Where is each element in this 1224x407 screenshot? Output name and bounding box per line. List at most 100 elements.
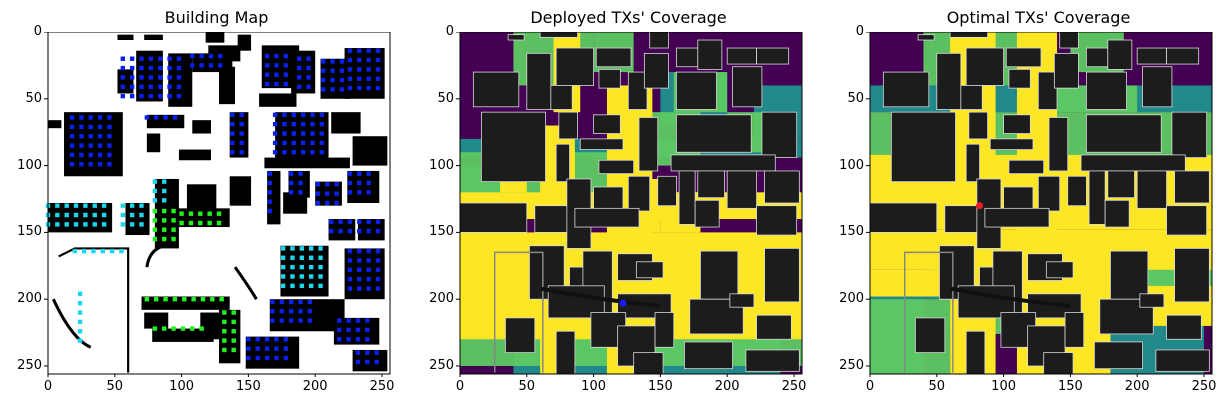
y-tick-label: 250 xyxy=(429,357,454,373)
panel-title: Deployed TXs' Coverage xyxy=(530,8,727,27)
building xyxy=(915,317,946,354)
building xyxy=(1086,71,1127,110)
building-map-plot xyxy=(44,32,391,377)
optimal-coverage-plot xyxy=(866,32,1213,377)
marker-dot xyxy=(267,171,272,176)
marker-dot xyxy=(366,76,371,81)
building xyxy=(48,203,113,233)
marker-dot xyxy=(308,255,314,260)
marker-dot xyxy=(107,115,112,120)
marker-dot xyxy=(129,84,135,89)
marker-dot xyxy=(230,140,235,146)
marker-dot xyxy=(330,77,335,83)
marker-dot xyxy=(310,140,315,146)
building xyxy=(1086,47,1109,68)
marker-dot xyxy=(162,188,167,194)
marker-dot xyxy=(299,274,305,279)
marker-dot xyxy=(188,211,194,216)
marker-dot xyxy=(299,283,305,289)
marker-dot xyxy=(171,218,176,223)
marker-dot xyxy=(366,67,371,72)
marker-dot xyxy=(290,255,295,260)
building xyxy=(764,248,800,303)
panel-optimal-coverage: Optimal TXs' Coverage xyxy=(816,0,1224,407)
marker-dot xyxy=(129,75,135,80)
marker-dot xyxy=(334,182,339,187)
marker-dot xyxy=(299,255,305,260)
x-tick-label: 250 xyxy=(1191,379,1217,394)
marker-dot xyxy=(199,53,204,59)
marker-dot xyxy=(288,180,294,186)
marker-dot xyxy=(329,219,334,224)
marker-dot xyxy=(300,131,306,136)
building xyxy=(1008,159,1045,175)
marker-dot xyxy=(318,255,323,260)
marker-dot xyxy=(199,326,204,331)
building xyxy=(144,312,169,329)
marker-dot xyxy=(283,346,288,351)
marker-dot xyxy=(357,57,362,63)
marker-dot xyxy=(290,246,295,251)
y-tick-label: 100 xyxy=(839,157,864,173)
building xyxy=(550,85,573,110)
marker-dot xyxy=(64,222,69,227)
building xyxy=(890,111,956,183)
road-outline xyxy=(903,251,954,373)
marker-dot xyxy=(179,220,184,226)
building xyxy=(1171,111,1208,158)
marker-dot xyxy=(357,267,362,272)
marker-dot xyxy=(176,75,182,80)
marker-dot xyxy=(191,296,196,302)
x-tick-label: 0 xyxy=(865,379,875,394)
building xyxy=(676,47,699,68)
marker-dot xyxy=(88,162,93,167)
marker-dot xyxy=(280,283,286,289)
marker-dot xyxy=(310,121,315,127)
building xyxy=(917,34,935,41)
marker-dot xyxy=(330,87,335,92)
marker-dot xyxy=(288,318,294,323)
marker-dot xyxy=(375,85,381,91)
marker-dot xyxy=(296,84,302,89)
building xyxy=(598,69,621,89)
building xyxy=(1166,314,1202,340)
marker-dot xyxy=(208,53,214,59)
marker-dot xyxy=(306,75,311,80)
building xyxy=(192,120,211,134)
marker-dot xyxy=(64,212,69,218)
marker-dot xyxy=(107,124,112,130)
marker-dot xyxy=(109,248,115,254)
marker-dot xyxy=(357,171,362,176)
marker-dot xyxy=(355,359,361,365)
marker-dot xyxy=(318,274,323,279)
road-outline xyxy=(949,286,1071,308)
marker-dot xyxy=(339,68,345,73)
marker-dot xyxy=(139,56,144,61)
marker-dot xyxy=(270,309,275,314)
x-tick-label: 150 xyxy=(647,379,673,394)
marker-dot xyxy=(69,152,75,158)
building xyxy=(726,170,757,209)
marker-dot xyxy=(231,338,236,343)
x-tick-label: 50 xyxy=(106,379,124,394)
building xyxy=(264,157,350,169)
marker-dot xyxy=(172,115,178,120)
marker-dot xyxy=(77,319,83,325)
building xyxy=(965,47,1004,86)
building xyxy=(459,202,528,233)
marker-dot xyxy=(270,299,275,305)
building xyxy=(48,120,62,129)
marker-dot xyxy=(274,346,279,351)
marker-dot xyxy=(88,134,93,139)
marker-dot xyxy=(101,203,107,208)
road-outline xyxy=(145,244,166,268)
marker-dot xyxy=(152,198,158,203)
marker-dot xyxy=(282,150,287,155)
marker-dot xyxy=(199,63,204,68)
marker-dot xyxy=(148,56,154,61)
marker-dot xyxy=(152,208,158,214)
marker-dot xyxy=(318,246,323,251)
marker-dot xyxy=(129,222,135,227)
marker-dot xyxy=(375,57,381,63)
building xyxy=(965,143,980,183)
